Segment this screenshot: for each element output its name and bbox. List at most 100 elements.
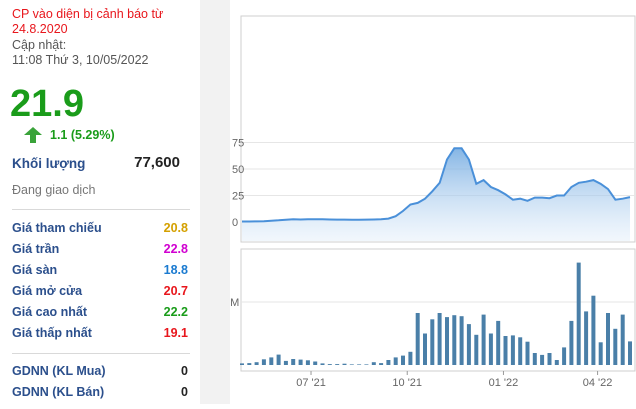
price-row-label: Giá cao nhất bbox=[12, 305, 87, 319]
volume-bar bbox=[548, 353, 552, 365]
foreign-buy-row: GDNN (KL Mua) 0 bbox=[12, 364, 190, 384]
volume-bar bbox=[321, 363, 325, 365]
price-row-value: 20.8 bbox=[164, 221, 188, 235]
price-chart-panel: 0 25 50 75 bbox=[232, 16, 635, 242]
price-y-tick: 50 bbox=[232, 164, 244, 176]
volume-bar bbox=[262, 359, 266, 365]
volume-bar bbox=[255, 362, 259, 365]
volume-bar bbox=[299, 360, 303, 365]
volume-bar bbox=[569, 321, 573, 365]
volume-bar bbox=[482, 315, 486, 365]
volume-bar bbox=[240, 363, 244, 365]
price-y-tick: 25 bbox=[232, 191, 244, 203]
volume-bar bbox=[423, 334, 427, 366]
volume-bar bbox=[496, 321, 500, 365]
volume-value: 77,600 bbox=[100, 154, 180, 171]
price-row-label: Giá tham chiếu bbox=[12, 221, 102, 235]
price-row-reference: Giá tham chiếu 20.8 bbox=[12, 221, 190, 241]
volume-bar bbox=[277, 355, 281, 365]
volume-bar bbox=[394, 357, 398, 365]
volume-bar bbox=[526, 342, 530, 365]
price-row-high: Giá cao nhất 22.2 bbox=[12, 305, 190, 325]
foreign-label: GDNN (KL Bán) bbox=[12, 385, 104, 399]
price-row-label: Giá mở cửa bbox=[12, 284, 82, 298]
price-row-label: Giá thấp nhất bbox=[12, 326, 92, 340]
volume-bar bbox=[452, 315, 456, 365]
chart-canvas: 0 25 50 75 0 2M 07 '21 10 '21 01 '22 04 '22 bbox=[230, 0, 636, 404]
price-area bbox=[242, 148, 630, 241]
price-row-value: 22.2 bbox=[164, 305, 188, 319]
volume-bar bbox=[438, 313, 442, 365]
warning-line-2: 24.8.2020 bbox=[12, 22, 68, 36]
x-tick-label: 07 '21 bbox=[296, 377, 326, 389]
x-tick-label: 04 '22 bbox=[583, 377, 613, 389]
volume-bar bbox=[489, 334, 493, 366]
divider bbox=[12, 353, 190, 354]
price-y-tick: 0 bbox=[232, 217, 238, 229]
volume-bar bbox=[357, 364, 361, 365]
volume-bar bbox=[247, 363, 251, 365]
volume-bar bbox=[621, 315, 625, 365]
update-datetime: 11:08 Thứ 3, 10/05/2022 bbox=[12, 53, 149, 67]
volume-bar bbox=[328, 364, 332, 365]
price-row-label: Giá trần bbox=[12, 242, 59, 256]
price-y-tick: 75 bbox=[232, 138, 244, 150]
price-row-label: Giá sàn bbox=[12, 263, 57, 277]
price-row-open: Giá mở cửa 20.7 bbox=[12, 284, 190, 304]
x-tick-label: 01 '22 bbox=[489, 377, 519, 389]
volume-bar bbox=[518, 337, 522, 365]
stock-info-panel: CP vào diện bị cảnh báo từ 24.8.2020 Cập… bbox=[0, 0, 200, 404]
volume-bar bbox=[379, 363, 383, 365]
volume-bar bbox=[613, 329, 617, 365]
volume-bar bbox=[430, 319, 434, 365]
price-row-value: 18.8 bbox=[164, 263, 188, 277]
price-row-floor: Giá sàn 18.8 bbox=[12, 263, 190, 283]
price-row-low: Giá thấp nhất 19.1 bbox=[12, 326, 190, 346]
volume-bar bbox=[584, 311, 588, 365]
volume-bar bbox=[364, 364, 368, 365]
current-price: 21.9 bbox=[10, 84, 84, 124]
price-row-value: 20.7 bbox=[164, 284, 188, 298]
price-row-value: 22.8 bbox=[164, 242, 188, 256]
foreign-value: 0 bbox=[181, 385, 188, 399]
volume-bar bbox=[335, 364, 339, 365]
volume-label: Khối lượng bbox=[12, 156, 85, 171]
volume-bar bbox=[386, 360, 390, 365]
divider bbox=[12, 209, 190, 210]
volume-bar bbox=[511, 335, 515, 365]
volume-bar bbox=[408, 352, 412, 365]
volume-bar bbox=[284, 361, 288, 365]
arrow-up-icon bbox=[24, 127, 42, 143]
volume-bar bbox=[562, 347, 566, 365]
warning-line-1: CP vào diện bị cảnh báo từ bbox=[12, 7, 163, 21]
volume-y-tick: 2M bbox=[230, 297, 239, 309]
trading-status: Đang giao dịch bbox=[12, 183, 95, 197]
price-row-ceiling: Giá trần 22.8 bbox=[12, 242, 190, 262]
volume-bar bbox=[555, 360, 559, 365]
volume-bar bbox=[372, 362, 376, 365]
stock-chart: 0 25 50 75 0 2M 07 '21 10 '21 01 '22 04 '22 bbox=[230, 0, 636, 404]
volume-bar bbox=[591, 296, 595, 365]
price-row-value: 19.1 bbox=[164, 326, 188, 340]
volume-bar bbox=[313, 362, 317, 366]
volume-bar bbox=[577, 263, 581, 365]
volume-bar bbox=[460, 316, 464, 365]
volume-bar bbox=[533, 353, 537, 365]
volume-bar bbox=[269, 357, 273, 365]
panel-divider bbox=[200, 0, 230, 404]
volume-bar bbox=[401, 356, 405, 365]
volume-bar bbox=[606, 313, 610, 365]
foreign-value: 0 bbox=[181, 364, 188, 378]
foreign-label: GDNN (KL Mua) bbox=[12, 364, 106, 378]
volume-bar bbox=[467, 324, 471, 365]
volume-bar bbox=[350, 364, 354, 365]
price-change: 1.1 (5.29%) bbox=[50, 128, 115, 142]
volume-bar bbox=[474, 335, 478, 365]
foreign-sell-row: GDNN (KL Bán) 0 bbox=[12, 385, 190, 405]
update-label: Cập nhật: bbox=[12, 38, 66, 52]
x-tick-label: 10 '21 bbox=[392, 377, 422, 389]
volume-bar bbox=[540, 355, 544, 365]
volume-bar bbox=[504, 336, 508, 365]
volume-bar bbox=[416, 313, 420, 365]
